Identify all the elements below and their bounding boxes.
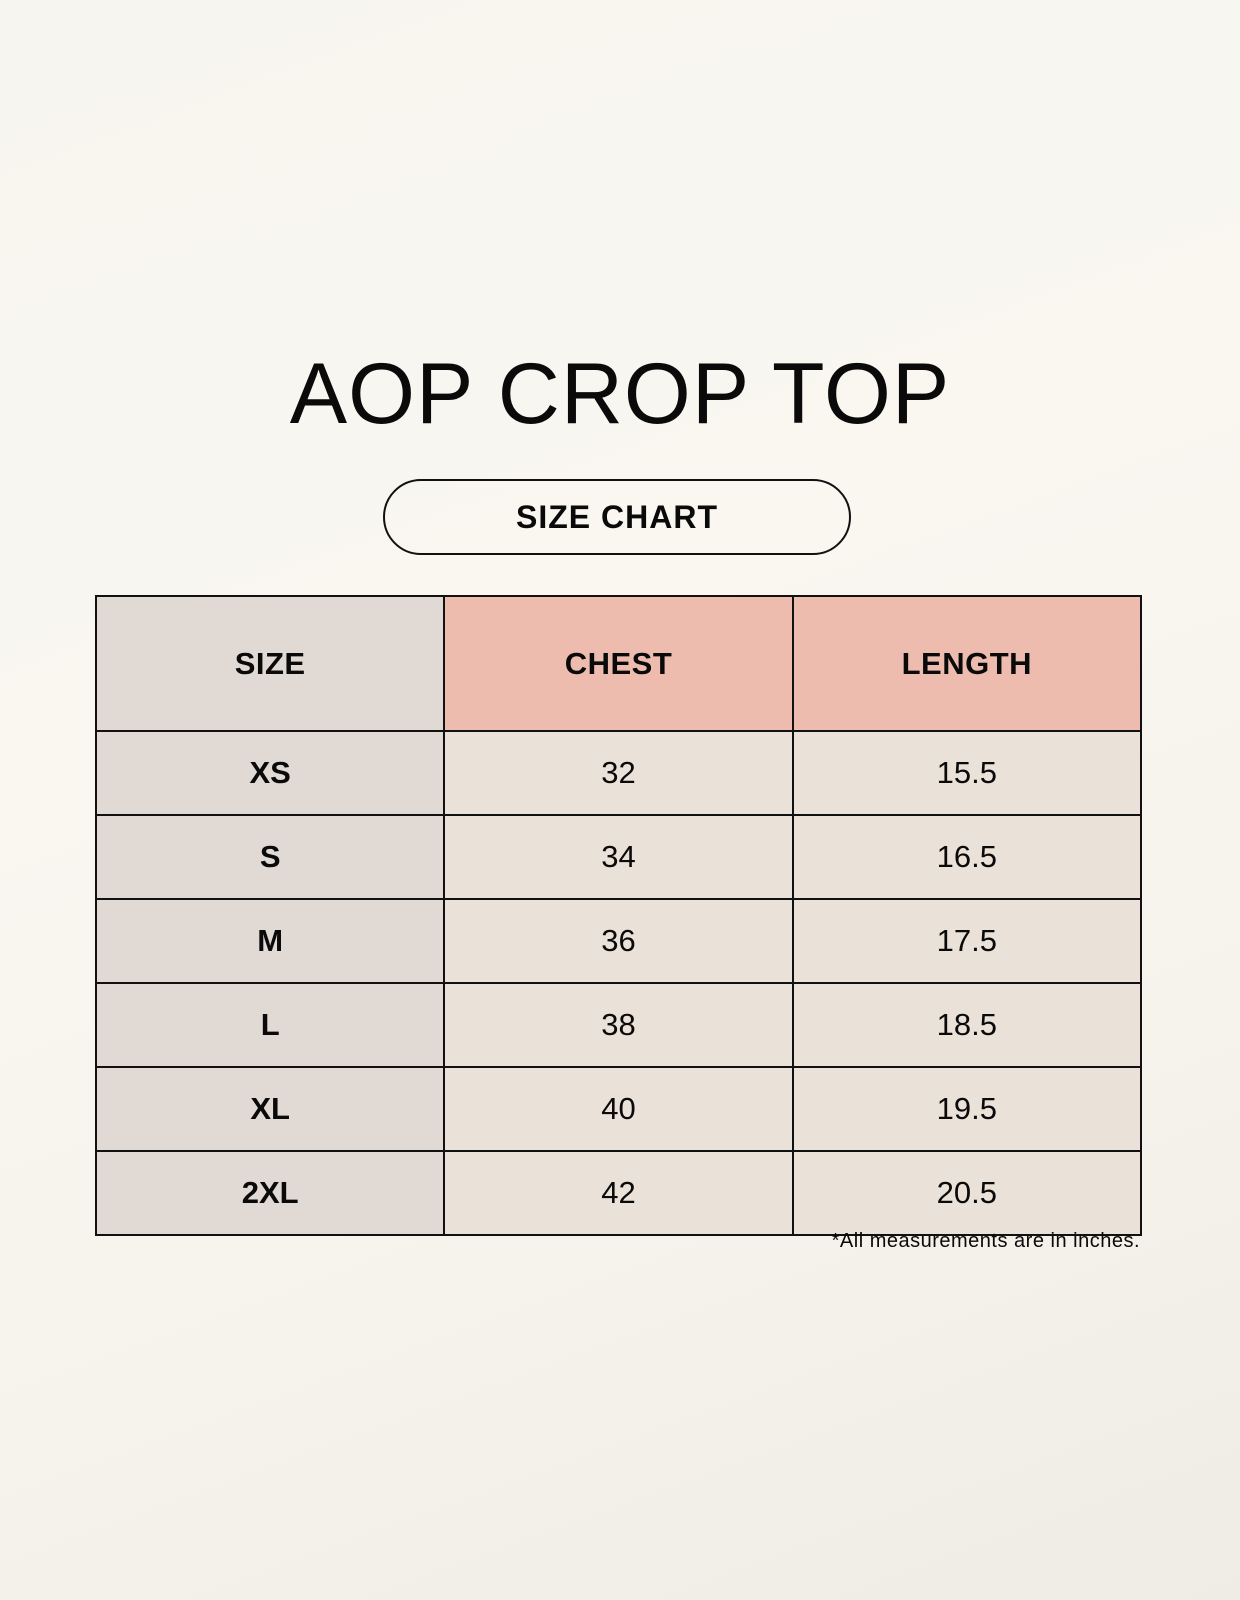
- footnote: *All measurements are in inches.: [831, 1230, 1140, 1252]
- table-row: 2XL 42 20.5: [94, 1150, 1143, 1236]
- cell-size: 2XL: [94, 1150, 446, 1236]
- cell-length: 19.5: [791, 1066, 1143, 1152]
- cell-chest: 38: [443, 982, 794, 1068]
- header-size: SIZE: [94, 595, 446, 732]
- cell-size: M: [94, 898, 446, 984]
- table-row: S 34 16.5: [94, 814, 1143, 900]
- cell-size: XS: [94, 730, 446, 816]
- cell-chest: 36: [443, 898, 794, 984]
- cell-chest: 42: [443, 1150, 794, 1236]
- cell-length: 15.5: [791, 730, 1143, 816]
- header-row: SIZE CHEST LENGTH: [94, 595, 1143, 732]
- table-row: L 38 18.5: [94, 982, 1143, 1068]
- cell-size: XL: [94, 1066, 446, 1152]
- cell-size: S: [94, 814, 446, 900]
- cell-length: 18.5: [791, 982, 1143, 1068]
- size-table: SIZE CHEST LENGTH XS 32 15.5 S 34 16.5 M 36 17.5…: [94, 595, 1143, 1236]
- cell-chest: 34: [443, 814, 794, 900]
- cell-length: 20.5: [791, 1150, 1143, 1236]
- header-length: LENGTH: [791, 595, 1143, 732]
- cell-chest: 40: [443, 1066, 794, 1152]
- table-row: XL 40 19.5: [94, 1066, 1143, 1152]
- table-row: M 36 17.5: [94, 898, 1143, 984]
- cell-length: 17.5: [791, 898, 1143, 984]
- size-chart-badge: SIZE CHART: [383, 479, 851, 555]
- cell-size: L: [94, 982, 446, 1068]
- cell-length: 16.5: [791, 814, 1143, 900]
- header-chest: CHEST: [443, 595, 794, 732]
- page-title: AOP CROP TOP: [289, 346, 951, 442]
- table-row: XS 32 15.5: [94, 730, 1143, 816]
- cell-chest: 32: [443, 730, 794, 816]
